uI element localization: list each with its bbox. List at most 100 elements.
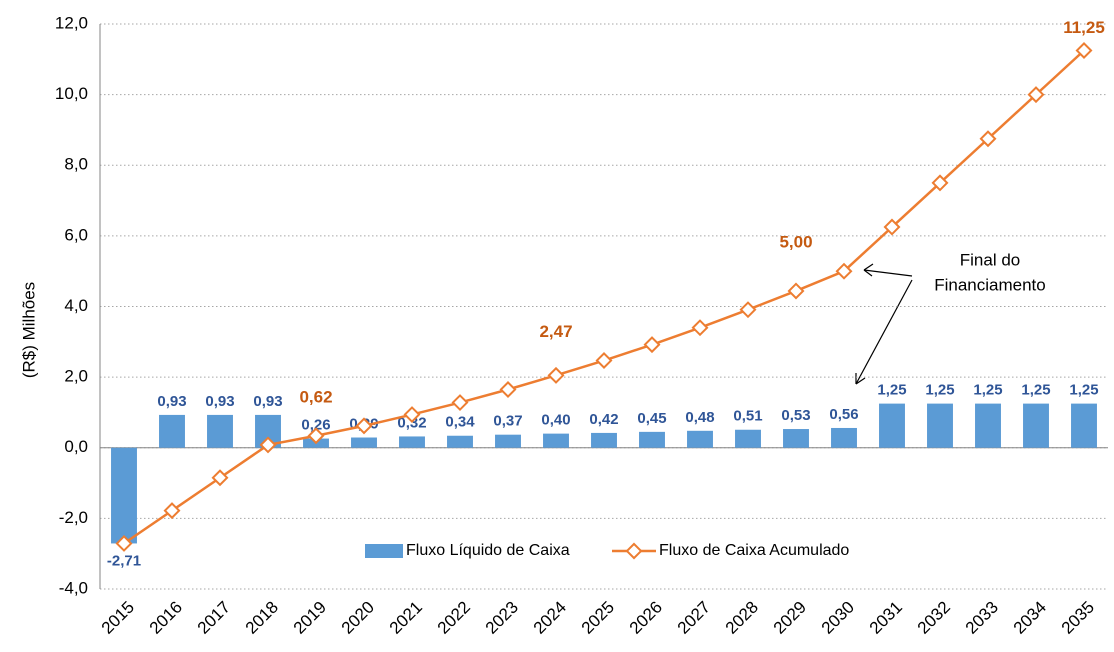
x-tick-label: 2017 xyxy=(194,598,234,638)
line-marker xyxy=(307,427,325,445)
bar-value-label: 0,93 xyxy=(253,393,282,410)
arrow-head xyxy=(863,263,874,277)
bar xyxy=(207,414,233,448)
line-marker xyxy=(1075,41,1093,59)
bar-value-label: 0,26 xyxy=(301,417,330,434)
annotation-arrows xyxy=(855,263,913,385)
x-tick-label: 2021 xyxy=(386,598,426,638)
arrow-head xyxy=(855,373,866,385)
x-tick-label: 2024 xyxy=(530,598,570,638)
y-tick-label: -4,0 xyxy=(59,578,88,597)
x-tick-label: 2026 xyxy=(626,598,666,638)
x-tick-label: 2035 xyxy=(1058,598,1098,638)
bar xyxy=(687,430,713,448)
bar xyxy=(927,403,953,448)
bar xyxy=(399,436,425,448)
line-marker xyxy=(451,394,469,412)
legend-marker xyxy=(625,542,643,560)
x-tick-label: 2019 xyxy=(290,598,330,638)
annotation: Financiamento xyxy=(934,275,1046,294)
line-value-label: 11,25 xyxy=(1063,18,1105,37)
x-tick-label: 2028 xyxy=(722,598,762,638)
bar xyxy=(879,403,905,448)
bar xyxy=(831,427,857,448)
y-tick-label: -2,0 xyxy=(59,508,88,527)
x-tick-label: 2015 xyxy=(98,598,138,638)
line-marker xyxy=(1027,86,1045,104)
bar xyxy=(1071,403,1097,448)
bar-value-label: 0,42 xyxy=(589,411,618,428)
bar xyxy=(639,431,665,448)
line-marker xyxy=(739,301,757,319)
line-value-label: 5,00 xyxy=(779,233,812,252)
bar-value-label: 1,25 xyxy=(1069,382,1098,399)
x-tick-label: 2020 xyxy=(338,598,378,638)
bar xyxy=(783,429,809,448)
bar-value-label: 0,34 xyxy=(445,414,475,431)
line-marker xyxy=(259,436,277,454)
line-value-label: 2,47 xyxy=(539,322,572,341)
bar-value-label: 0,93 xyxy=(205,393,234,410)
bar-value-label: -2,71 xyxy=(107,552,141,569)
line-marker xyxy=(355,417,373,435)
line-marker xyxy=(931,174,949,192)
x-tick-label: 2031 xyxy=(866,598,906,638)
bar-value-label: 1,25 xyxy=(973,382,1002,399)
bar xyxy=(591,432,617,448)
bar xyxy=(351,437,377,448)
y-tick-label: 4,0 xyxy=(64,296,88,315)
bar xyxy=(543,433,569,448)
bar xyxy=(735,429,761,448)
bar xyxy=(1023,403,1049,448)
line-marker xyxy=(115,534,133,552)
bar-value-label: 1,25 xyxy=(925,382,954,399)
y-tick-label: 8,0 xyxy=(64,155,88,174)
x-tick-label: 2025 xyxy=(578,598,618,638)
line-marker xyxy=(787,282,805,300)
line-marker xyxy=(883,218,901,236)
line-marker xyxy=(643,336,661,354)
bar-value-label: 0,93 xyxy=(157,393,186,410)
arrow xyxy=(863,269,913,277)
x-tick-label: 2022 xyxy=(434,598,474,638)
line xyxy=(123,49,1085,545)
bar xyxy=(495,434,521,448)
x-tick-label: 2033 xyxy=(962,598,1002,638)
line-marker xyxy=(163,502,181,520)
bar-value-label: 0,45 xyxy=(637,410,666,427)
x-tick-label: 2030 xyxy=(818,598,858,638)
y-axis-label: (R$) Milhões xyxy=(19,282,38,378)
bar-value-label: 1,25 xyxy=(877,382,906,399)
y-tick-label: 0,0 xyxy=(64,437,88,456)
arrow xyxy=(855,279,913,385)
bar xyxy=(159,414,185,448)
x-tick-label: 2032 xyxy=(914,598,954,638)
bar xyxy=(111,447,137,544)
x-tick-label: 2023 xyxy=(482,598,522,638)
bar-value-label: 0,37 xyxy=(493,413,522,430)
legend-swatch xyxy=(365,544,403,558)
line-marker xyxy=(979,130,997,148)
y-tick-label: 6,0 xyxy=(64,225,88,244)
x-tick-label: 2034 xyxy=(1010,598,1050,638)
bar-value-label: 0,53 xyxy=(781,407,810,424)
line-value-label: 0,62 xyxy=(299,387,332,406)
x-tick-label: 2016 xyxy=(146,598,186,638)
line-marker xyxy=(691,319,709,337)
bar-value-label: 0,48 xyxy=(685,409,714,426)
y-tick-label: 12,0 xyxy=(55,13,88,32)
x-tick-label: 2018 xyxy=(242,598,282,638)
line-marker xyxy=(211,469,229,487)
x-tick-label: 2029 xyxy=(770,598,810,638)
bar xyxy=(447,435,473,448)
y-tick-label: 2,0 xyxy=(64,367,88,386)
bar-value-label: 1,25 xyxy=(1021,382,1050,399)
bar-value-label: 0,56 xyxy=(829,406,858,423)
bar-value-label: 0,51 xyxy=(733,408,762,425)
y-tick-label: 10,0 xyxy=(55,84,88,103)
line-marker xyxy=(547,366,565,384)
annotation: Final do xyxy=(960,250,1020,269)
x-tick-label: 2027 xyxy=(674,598,714,638)
bar xyxy=(975,403,1001,448)
